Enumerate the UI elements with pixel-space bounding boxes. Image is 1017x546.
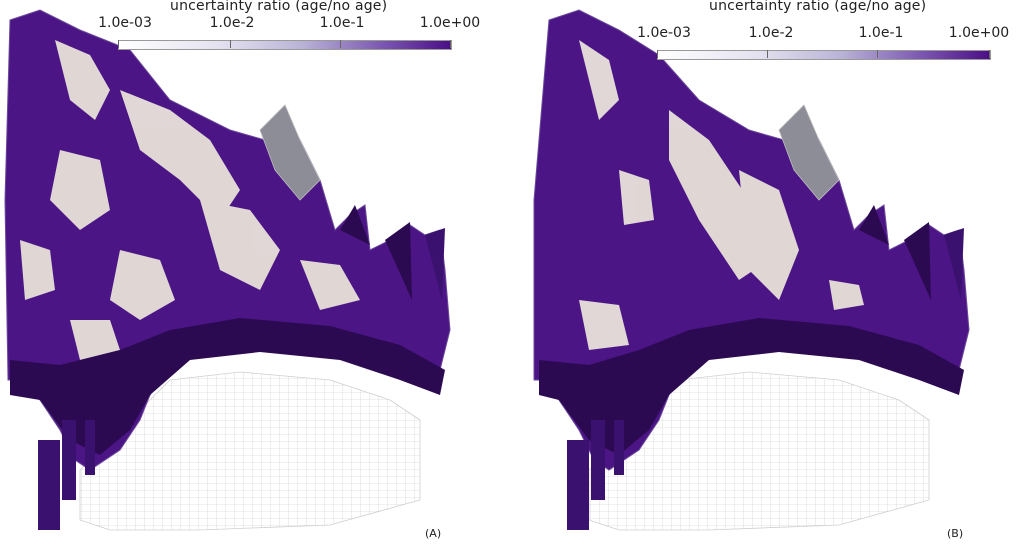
panel-label: (B) <box>947 527 964 540</box>
panel-label: (A) <box>425 527 442 540</box>
colorbar <box>657 50 991 60</box>
colorbar-tick-label: 1.0e-2 <box>748 25 794 41</box>
low-ratio-patches <box>20 40 360 360</box>
colorbar-tick-label: 1.0e+00 <box>948 25 1010 41</box>
colorbar-tick-label: 1.0e-2 <box>209 15 255 31</box>
panel-b: uncertainty ratio (age/no age) 1.0e-03 1… <box>509 0 1017 546</box>
colorbar <box>118 40 452 50</box>
low-ratio-patches <box>579 40 864 350</box>
mesh-rendering-b <box>533 9 970 531</box>
ridge-spikes <box>778 104 840 201</box>
mesh-columns <box>38 420 95 530</box>
ridge-spikes <box>259 104 321 201</box>
mesh-columns <box>567 420 624 530</box>
colorbar-title: uncertainty ratio (age/no age) <box>709 0 927 14</box>
colorbar-tick-label: 1.0e-03 <box>98 15 152 31</box>
front-wall <box>10 318 445 455</box>
front-wall <box>539 318 964 455</box>
colorbar-tick-label: 1.0e+00 <box>419 15 481 31</box>
panel-a: uncertainty ratio (age/no age) 1.0e-03 1… <box>0 0 508 546</box>
colorbar-tick-label: 1.0e-1 <box>858 25 904 41</box>
mesh-rendering-a <box>4 9 451 531</box>
colorbar-tick-label: 1.0e-1 <box>319 15 365 31</box>
wireframe-mesh <box>79 371 421 531</box>
colorbar-tick-label: 1.0e-03 <box>637 25 691 41</box>
colorbar-title: uncertainty ratio (age/no age) <box>170 0 388 14</box>
